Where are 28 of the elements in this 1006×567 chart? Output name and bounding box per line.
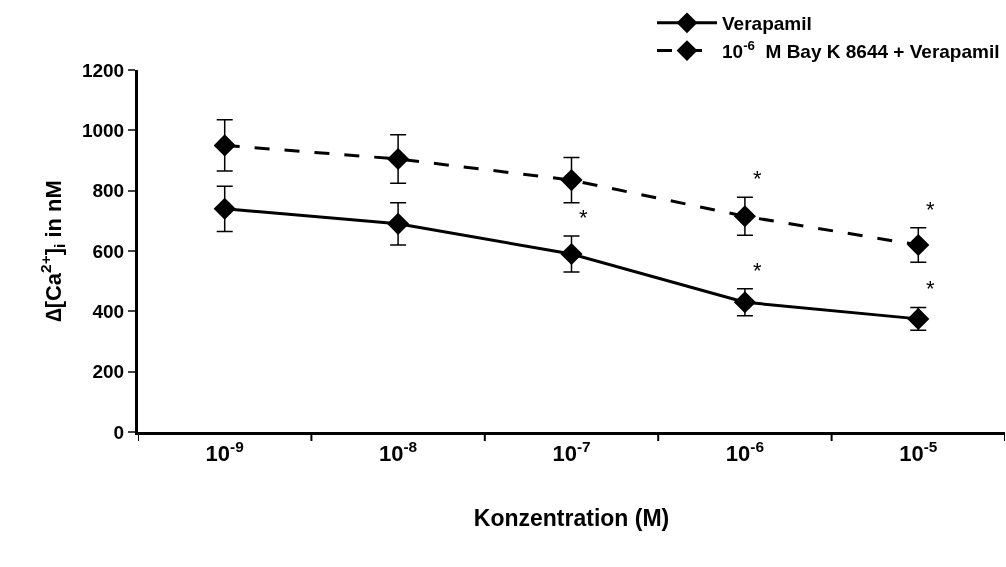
y-tick-label: 400 — [92, 300, 125, 322]
annotation: * — [579, 205, 588, 230]
y-tick-label: 200 — [92, 361, 125, 383]
y-tick-label: 0 — [113, 421, 125, 443]
annotation: * — [926, 197, 935, 222]
y-tick-label: 1000 — [81, 119, 125, 141]
y-tick-label: 800 — [92, 180, 125, 202]
annotation: * — [926, 276, 935, 301]
legend-label: Verapamil — [722, 13, 812, 35]
x-tick-label: 10$^{-8}$ — [379, 438, 418, 467]
point — [387, 212, 410, 235]
point — [387, 147, 410, 171]
annotation: * — [753, 258, 762, 283]
y-tick-label: 600 — [92, 240, 125, 262]
y-tick-label: 1200 — [81, 59, 125, 81]
point — [733, 205, 756, 228]
x-tick-label: 10$^{-5}$ — [899, 438, 938, 467]
point — [560, 169, 583, 192]
point — [213, 134, 236, 157]
point — [213, 197, 236, 220]
point — [560, 242, 583, 266]
annotation: * — [753, 166, 762, 191]
x-tick-label: 10$^{-7}$ — [552, 438, 591, 467]
x-axis-title: Konzentration (M) — [473, 505, 670, 531]
legend-label: 10$^{-6}$ M Bay K 8644 + Verapamil — [722, 37, 1000, 62]
point — [907, 233, 930, 257]
x-tick-label: 10$^{-6}$ — [725, 438, 764, 467]
x-tick-label: 10$^{-9}$ — [205, 438, 244, 467]
